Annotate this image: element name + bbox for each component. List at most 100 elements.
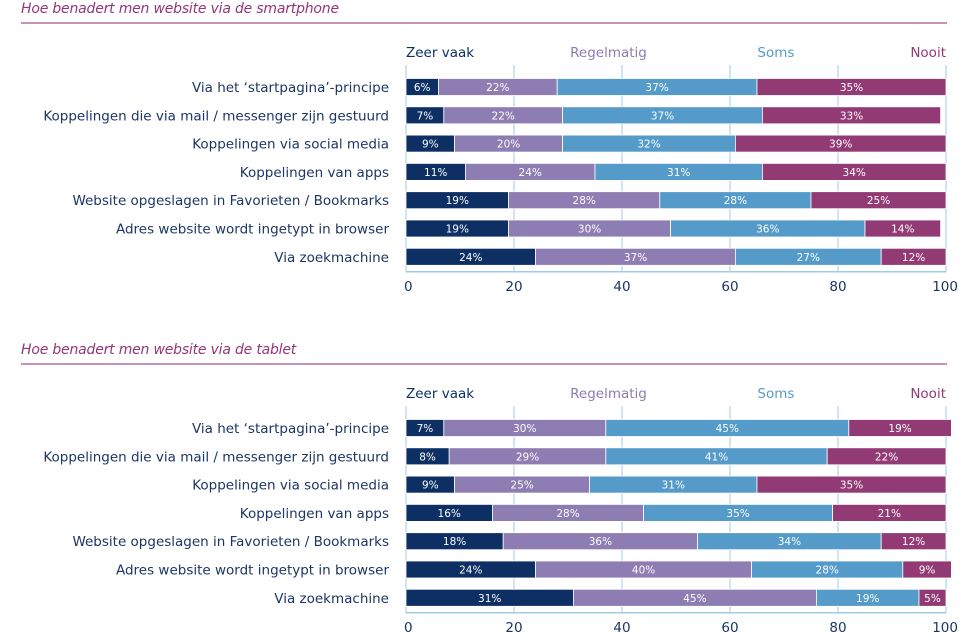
bar-segment-nooit: [880, 532, 947, 551]
bar-value-label: 35%: [840, 480, 863, 492]
bar-value-label: 22%: [486, 82, 509, 94]
category-label: Via het ‘startpagina’-principe: [192, 421, 389, 437]
category-label: Koppelingen van apps: [240, 506, 389, 522]
bar-value-label: 12%: [902, 252, 925, 264]
bar-value-label: 19%: [446, 195, 469, 207]
bar-segment-nooit: [880, 247, 947, 266]
category-label: Adres website wordt ingetypt in browser: [116, 563, 389, 579]
category-label: Koppelingen via social media: [192, 478, 389, 494]
bar-segment-nooit: [762, 106, 942, 125]
bar-value-label: 19%: [888, 423, 911, 435]
legend-soms: Soms: [757, 45, 794, 61]
x-tick-label: 100: [932, 620, 958, 636]
bar-segment-nooit: [756, 78, 947, 96]
bar-value-label: 27%: [797, 252, 820, 264]
bar-value-label: 18%: [443, 536, 466, 548]
bar-value-label: 39%: [829, 139, 852, 151]
bar-value-label: 36%: [589, 536, 612, 548]
bar-value-label: 20%: [497, 139, 520, 151]
bar-segment-nooit: [832, 503, 947, 522]
bar-value-label: 25%: [510, 480, 533, 492]
bar-value-label: 28%: [556, 508, 579, 520]
bar-value-label: 7%: [417, 423, 434, 435]
x-tick-label: 0: [404, 279, 413, 295]
x-tick-label: 60: [721, 279, 738, 295]
bar-segment-nooit: [762, 162, 947, 181]
legend-regelmatig: Regelmatig: [570, 45, 647, 61]
bar-value-label: 31%: [662, 480, 685, 492]
bar-value-label: 24%: [459, 252, 482, 264]
bar-segment-nooit: [810, 191, 947, 210]
bar-value-label: 28%: [816, 565, 839, 577]
legend-zeer-vaak: Zeer vaak: [406, 386, 474, 402]
category-label: Koppelingen van apps: [240, 165, 389, 181]
category-label: Koppelingen die via mail / messenger zij…: [43, 108, 389, 124]
bar-segment-nooit: [756, 475, 947, 494]
bar-segment-nooit: [902, 560, 952, 579]
bar-value-label: 34%: [778, 536, 801, 548]
bar-value-label: 30%: [578, 224, 601, 236]
bar-value-label: 37%: [624, 252, 647, 264]
bar-segment-nooit: [848, 419, 952, 437]
legend-nooit: Nooit: [910, 386, 946, 402]
bar-value-label: 8%: [419, 451, 436, 463]
bar-value-label: 36%: [756, 224, 779, 236]
x-tick-label: 40: [613, 620, 630, 636]
x-tick-label: 80: [829, 279, 846, 295]
category-label: Website opgeslagen in Favorieten / Bookm…: [72, 534, 389, 550]
bar-value-label: 34%: [843, 167, 866, 179]
bar-segment-nooit: [864, 219, 941, 238]
category-label: Koppelingen die via mail / messenger zij…: [43, 449, 389, 465]
bar-value-label: 7%: [417, 110, 434, 122]
legend-soms: Soms: [757, 386, 794, 402]
bar-value-label: 22%: [875, 451, 898, 463]
smartphone-title-rule: [21, 22, 947, 24]
category-label: Website opgeslagen in Favorieten / Bookm…: [72, 193, 389, 209]
category-label: Via het ‘startpagina’-principe: [192, 80, 389, 96]
x-tick-label: 20: [505, 279, 522, 295]
bar-value-label: 12%: [902, 536, 925, 548]
tablet-chart: Zeer vaak Regelmatig Soms Nooit Via het ‘sta…: [43, 386, 958, 636]
bar-value-label: 9%: [422, 480, 439, 492]
bar-value-label: 31%: [478, 593, 501, 605]
bar-value-label: 11%: [424, 167, 447, 179]
bar-value-label: 14%: [891, 224, 914, 236]
bar-value-label: 22%: [492, 110, 515, 122]
bar-value-label: 6%: [414, 82, 431, 94]
legend-regelmatig: Regelmatig: [570, 386, 647, 402]
bar-value-label: 21%: [878, 508, 901, 520]
bar-segment-nooit: [826, 447, 947, 466]
bar-value-label: 35%: [726, 508, 749, 520]
bar-value-label: 45%: [683, 593, 706, 605]
bar-value-label: 40%: [632, 565, 655, 577]
bar-value-label: 9%: [422, 139, 439, 151]
tablet-chart-title: Hoe benadert men website via de tablet: [21, 342, 297, 358]
bar-value-label: 32%: [637, 139, 660, 151]
bar-value-label: 19%: [446, 224, 469, 236]
x-tick-label: 20: [505, 620, 522, 636]
bar-segment-nooit: [918, 588, 947, 607]
category-label: Adres website wordt ingetypt in browser: [116, 222, 389, 238]
category-label: Koppelingen via social media: [192, 137, 389, 153]
x-tick-label: 80: [829, 620, 846, 636]
bar-value-label: 9%: [919, 565, 936, 577]
bar-value-label: 24%: [519, 167, 542, 179]
bar-value-label: 35%: [840, 82, 863, 94]
legend-nooit: Nooit: [910, 45, 946, 61]
bar-segment-nooit: [735, 134, 947, 153]
x-tick-label: 40: [613, 279, 630, 295]
bar-value-label: 16%: [438, 508, 461, 520]
bar-value-label: 28%: [724, 195, 747, 207]
smartphone-chart: Zeer vaak Regelmatig Soms Nooit Via het ‘sta…: [43, 45, 958, 295]
x-tick-label: 100: [932, 279, 958, 295]
bar-value-label: 37%: [645, 82, 668, 94]
category-label: Via zoekmachine: [274, 250, 389, 266]
bar-value-label: 45%: [716, 423, 739, 435]
bar-value-label: 24%: [459, 565, 482, 577]
bar-value-label: 28%: [573, 195, 596, 207]
bar-value-label: 31%: [667, 167, 690, 179]
tablet-title-rule: [21, 363, 947, 365]
x-tick-label: 60: [721, 620, 738, 636]
legend-zeer-vaak: Zeer vaak: [406, 45, 474, 61]
smartphone-chart-title: Hoe benadert men website via de smartpho…: [21, 1, 339, 17]
